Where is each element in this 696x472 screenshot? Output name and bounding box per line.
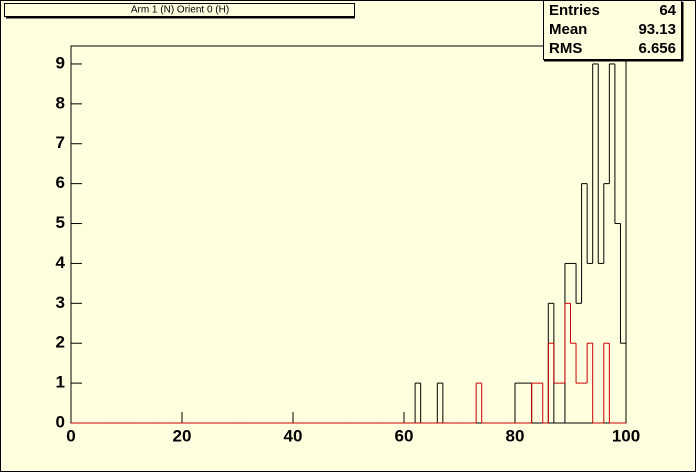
plot-frame xyxy=(70,45,627,424)
x-tick-label: 100 xyxy=(612,426,640,445)
x-tick-label: 0 xyxy=(66,426,75,445)
y-tick-label: 0 xyxy=(56,412,65,431)
x-tick-label: 40 xyxy=(284,426,303,445)
y-tick-label: 1 xyxy=(56,373,65,392)
x-tick-label: 60 xyxy=(395,426,414,445)
y-tick-label: 6 xyxy=(56,173,65,192)
stats-value: 6.656 xyxy=(638,40,676,57)
x-tick-label: 80 xyxy=(506,426,525,445)
y-tick-label: 5 xyxy=(56,213,65,232)
y-tick-label: 3 xyxy=(56,293,65,312)
plot: 0 1 2 3 4 5 6 7 8 9 0 20 40 60 80 100 xyxy=(56,46,640,445)
chart-title: Arm 1 (N) Orient 0 (H) xyxy=(131,5,229,16)
stats-label: RMS xyxy=(549,40,582,57)
y-tick-label: 2 xyxy=(56,333,65,352)
y-tick-label: 8 xyxy=(56,93,65,112)
y-tick-label: 9 xyxy=(56,53,65,72)
stats-value: 93.13 xyxy=(638,21,676,38)
y-tick-label: 7 xyxy=(56,133,65,152)
x-tick-label: 20 xyxy=(173,426,192,445)
y-tick-label: 4 xyxy=(56,253,66,272)
stats-label: Mean xyxy=(549,21,587,38)
stats-label: Entries xyxy=(549,2,600,19)
stats-value: 64 xyxy=(659,2,676,19)
